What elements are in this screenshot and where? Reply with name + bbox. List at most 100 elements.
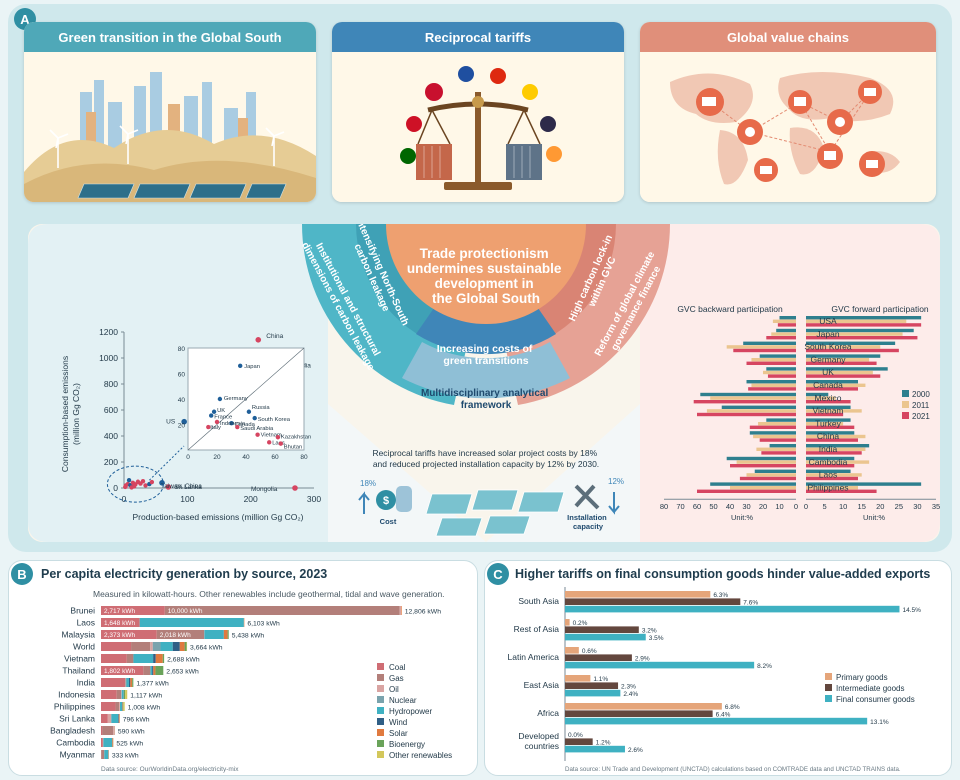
gvc-backward-bar	[706, 409, 796, 413]
panel-c-badge: C	[487, 563, 509, 585]
segment-value-label: 2,717 kWh	[104, 608, 135, 615]
tariff-value-label: 2.9%	[635, 655, 650, 662]
x-axis-label: Production-based emissions (million Gg C…	[132, 512, 303, 522]
panel-b-source: Data source: OurWorldinData.org/electric…	[101, 766, 239, 773]
gvc-backward-title: GVC backward participation	[677, 304, 783, 314]
gvc-backward-bar	[779, 316, 796, 320]
inset-point	[255, 432, 260, 437]
tariff-value-label: 0.0%	[568, 732, 583, 739]
scatter-point	[140, 479, 146, 484]
generation-segment	[153, 666, 156, 675]
generation-segment	[164, 606, 400, 615]
y-axis-label-line: (million Gg CO₂)	[71, 383, 81, 445]
country-label: World	[73, 642, 95, 652]
gvc-forward-bar	[806, 345, 881, 349]
tariff-value-label: 13.1%	[870, 719, 889, 726]
y-tick-label: 400	[104, 431, 118, 441]
inset-point-label: Kazakhstan	[281, 434, 311, 440]
country-label: Brunei	[70, 606, 95, 616]
inset-point-label: Russia	[252, 405, 270, 411]
inset-point	[209, 413, 214, 418]
generation-segment	[123, 690, 126, 699]
generation-segment	[118, 714, 119, 723]
tools-icon	[574, 484, 600, 510]
country-label: India	[77, 678, 96, 688]
tariff-bar	[565, 710, 713, 717]
tariff-value-label: 0.2%	[573, 620, 588, 627]
generation-segment	[139, 618, 244, 627]
tariff-legend-label: Final consumer goods	[836, 695, 915, 704]
gvc-forward-tick: 30	[913, 502, 921, 511]
generation-segment	[143, 666, 151, 675]
tariff-bar	[565, 633, 646, 641]
gvc-country-label: South Korea	[804, 342, 852, 352]
card-green-transition: Green transition in the Global South	[24, 22, 316, 202]
inset-point-label: Bhutan	[284, 445, 302, 451]
gvc-backward-tick: 0	[794, 502, 798, 511]
generation-segment	[107, 714, 112, 723]
gvc-backward-tick: 50	[709, 502, 717, 511]
gvc-forward-bar	[806, 412, 844, 417]
segment-value-label: 1,802 kWh	[104, 668, 135, 675]
gvc-forward-tick: 0	[804, 502, 808, 511]
tariff-bar	[565, 703, 722, 710]
gvc-forward-bar	[806, 425, 855, 429]
gvc-backward-tick: 40	[726, 502, 734, 511]
generation-segment	[184, 642, 187, 651]
gvc-backward-bar	[746, 473, 796, 477]
tariff-value-label: 6.3%	[713, 592, 728, 599]
y-axis-label-line: Consumption-based emissions	[60, 356, 70, 472]
gvc-backward-bar	[754, 469, 796, 473]
tariff-legend-label: Intermediate goods	[836, 684, 905, 693]
gvc-backward-bar	[733, 348, 796, 353]
inset-point	[217, 396, 223, 402]
generation-segment	[101, 642, 132, 651]
inset-point	[267, 440, 272, 445]
gvc-forward-bar	[806, 444, 870, 448]
cluster-highlight	[106, 465, 164, 503]
total-value-label: 12,806 kWh	[405, 609, 441, 616]
region-label: Rest of Asia	[514, 624, 560, 634]
generation-segment	[399, 606, 402, 615]
source-legend-label: Hydropower	[389, 707, 432, 716]
generation-segment	[223, 630, 228, 639]
gvc-unit-left: Unit:%	[731, 513, 753, 522]
country-label: Laos	[77, 618, 95, 628]
y-tick-label: 0	[113, 483, 118, 493]
gvc-forward-bar	[806, 489, 877, 493]
solar-text-line-2: and reduced projected installation capac…	[373, 459, 599, 469]
source-legend-swatch	[377, 696, 384, 703]
scatter-point	[143, 483, 148, 488]
generation-segment	[155, 654, 163, 663]
country-label: Thailand	[62, 666, 95, 676]
inset-y-tick: 20	[178, 423, 186, 430]
generation-segment	[101, 738, 103, 747]
panel-c-title: Higher tariffs on final consumption good…	[515, 567, 931, 581]
generation-segment	[101, 702, 116, 711]
world-map-network-illustration	[640, 52, 936, 202]
gvc-backward-bar	[766, 336, 796, 340]
point-label: Sri Lanka	[174, 484, 202, 491]
inset-point-label: Saudi Arabia	[240, 426, 274, 432]
gvc-forward-tick: 10	[839, 502, 847, 511]
generation-segment	[104, 750, 109, 759]
point-label: China	[266, 333, 283, 340]
y-tick-label: 1000	[99, 353, 118, 363]
source-legend-label: Solar	[389, 729, 408, 738]
inset-point-label: Japan	[244, 364, 260, 370]
arc-bottom-inner-line-2: green transitions	[443, 355, 528, 367]
gvc-backward-bar	[746, 380, 796, 384]
gvc-forward-bar	[806, 396, 836, 400]
gvc-backward-bar	[749, 431, 796, 435]
generation-segment	[101, 678, 126, 687]
svg-text:Increasing costs of: Increasing costs of green transitions	[437, 343, 536, 367]
tariff-bar	[565, 626, 639, 633]
gvc-country-label: Turkey	[815, 418, 841, 428]
svg-text:Reciprocal tariffs have increa: Reciprocal tariffs have increased solar …	[372, 448, 599, 469]
gvc-node-icons	[696, 80, 885, 182]
country-label: Malaysia	[61, 630, 95, 640]
tariff-bar	[565, 605, 900, 613]
generation-segment	[132, 678, 134, 687]
tariff-bar	[565, 745, 625, 753]
